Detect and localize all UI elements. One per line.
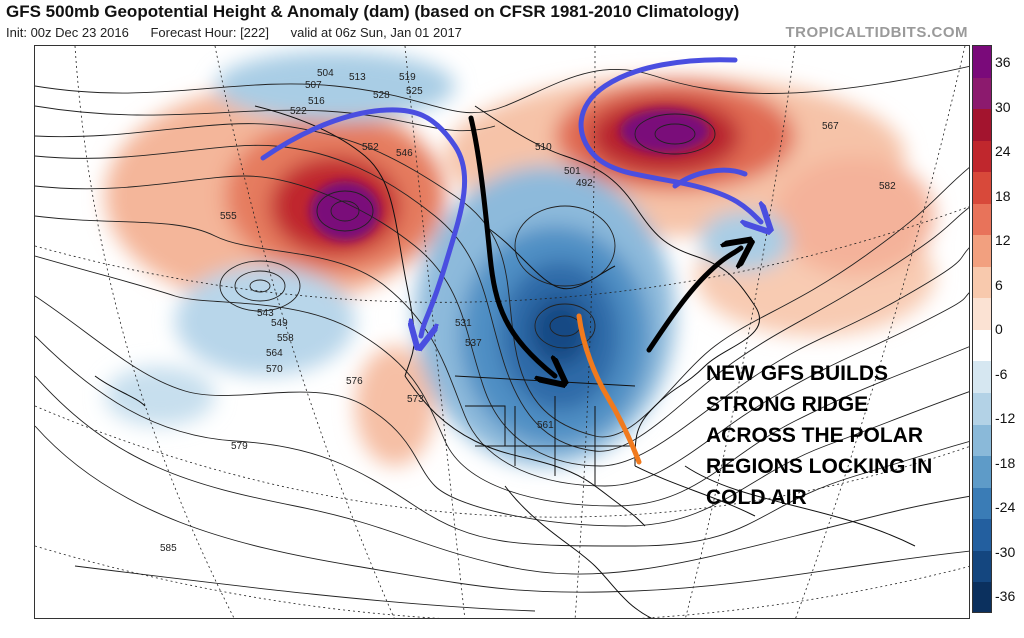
contour-label: 537 [465,338,482,349]
colorbar-segment [973,519,991,551]
contour-label: 543 [257,308,274,319]
colorbar-segment [973,140,991,173]
colorbar-label: 0 [995,321,1003,337]
colorbar-label: 18 [995,187,1011,204]
map-panel: 504 507 513 519 516 522 528 525 531 537 … [34,45,970,619]
contour-label: 561 [537,420,554,431]
colorbar-segment [973,77,991,110]
contour-label: 585 [160,543,177,554]
colorbar-label: -36 [995,588,1016,604]
forecast-hour: Forecast Hour: [222] [150,25,269,40]
contour-label: 510 [535,142,552,153]
contour-label: 492 [576,178,593,189]
contour-label: 516 [308,96,325,107]
colorbar-segment [973,109,991,141]
map-svg: 504 507 513 519 516 522 528 525 531 537 … [35,46,969,618]
colorbar-label: 6 [995,276,1003,293]
contour-label: 522 [290,106,307,117]
colorbar-segment [973,298,991,330]
contour-label: 525 [406,86,423,97]
annotation-text: NEW GFS BUILDS STRONG RIDGE ACROSS THE P… [706,358,932,513]
init-time: Init: 00z Dec 23 2016 [6,25,129,40]
contour-label: 576 [346,376,363,387]
contour-label: 570 [266,364,283,375]
contour-label: 528 [373,90,390,101]
colorbar-segment [973,582,991,612]
contour-label: 573 [407,394,424,405]
blue-arrow-east [578,57,761,222]
valid-time: valid at 06z Sun, Jan 01 2017 [290,25,462,40]
contour-label: 501 [564,166,581,177]
annotation-line: COLD AIR [706,486,807,509]
contour-label: 531 [455,318,472,329]
colorbar-segment [973,46,991,78]
colorbar-segment [973,172,991,204]
colorbar-label: -12 [995,410,1016,426]
black-arrow-south [468,115,555,376]
anomaly-colorbar [972,45,992,613]
contour-label: 552 [362,142,379,153]
colorbar-segment [973,329,991,362]
colorbar-label: 12 [995,232,1011,248]
annotation-line: REGIONS LOCKING IN [706,455,933,478]
contour-label: 504 [317,68,334,79]
map-title: GFS 500mb Geopotential Height & Anomaly … [6,2,740,21]
contour-label: 558 [277,333,294,344]
colorbar-segment [973,424,991,457]
colorbar-segment [973,266,991,299]
annotation-line: ACROSS THE POLAR [706,424,924,447]
orange-front-line [576,313,642,465]
blue-arrow-west [260,107,468,336]
contour-label: 567 [822,121,839,132]
contour-label: 546 [396,148,413,159]
colorbar-label: -24 [995,499,1016,515]
contour-label: 582 [879,181,896,192]
annotation-line: NEW GFS BUILDS [706,362,888,385]
annotation-arrows [260,57,761,465]
colorbar-label: 24 [995,143,1011,159]
colorbar-label: -30 [995,543,1016,560]
colorbar-label: -6 [995,365,1008,382]
colorbar-label: -18 [995,454,1016,471]
annotation-line: STRONG RIDGE [706,393,869,416]
blue-arrow-east-secondary [672,167,748,189]
colorbar-segment [973,550,991,583]
contour-label: 555 [220,211,237,222]
black-arrow-northeast [646,248,741,353]
contour-label: 507 [305,80,322,91]
colorbar-segment [973,456,991,488]
contour-label: 564 [266,348,283,359]
colorbar-segment [973,361,991,394]
site-watermark: TROPICALTIDBITS.COM [785,24,968,41]
map-subtitle: Init: 00z Dec 23 2016 Forecast Hour: [22… [6,25,480,40]
colorbar-label: 36 [995,54,1011,70]
contour-labels: 504 507 513 519 516 522 528 525 531 537 … [160,68,896,554]
colorbar-segment [973,235,991,267]
contour-label: 549 [271,318,288,329]
colorbar-segment [973,393,991,425]
colorbar-segment [973,203,991,236]
height-contours [35,65,969,612]
colorbar-label: 30 [995,98,1011,115]
contour-label: 519 [399,72,416,83]
contour-label: 579 [231,441,248,452]
contour-label: 513 [349,72,366,83]
colorbar-segment [973,487,991,520]
